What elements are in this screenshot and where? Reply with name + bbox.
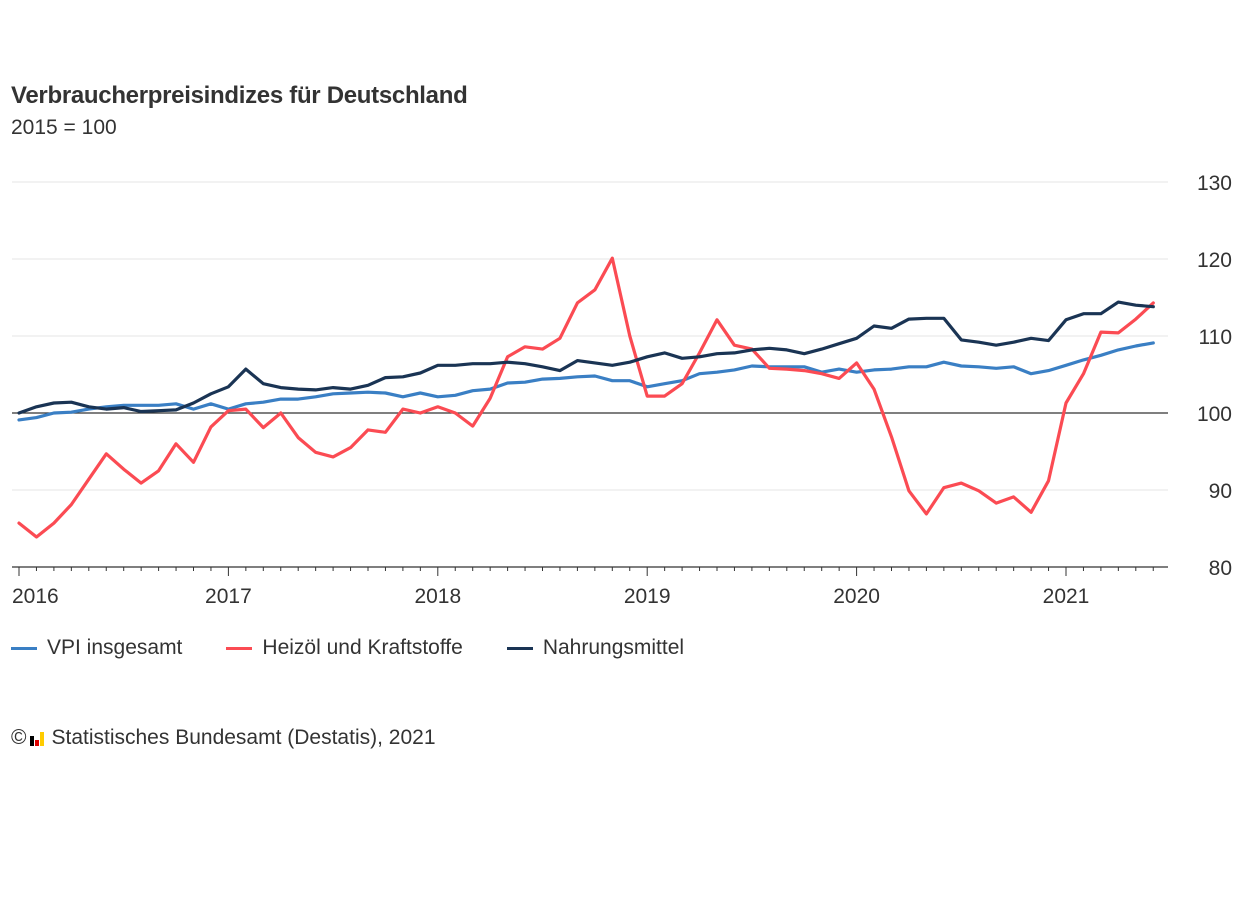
x-tick-label: 2017 <box>205 585 252 608</box>
source-footer: © Statistisches Bundesamt (Destatis), 20… <box>11 726 436 750</box>
legend-item-nahrungsmittel[interactable]: Nahrungsmittel <box>506 636 685 660</box>
series-line-vpi <box>17 341 1155 422</box>
chart-title: Verbraucherpreisindizes für Deutschland <box>11 82 468 109</box>
legend-label: VPI insgesamt <box>47 636 183 659</box>
legend: VPI insgesamt Heizöl und Kraftstoffe Nah… <box>11 636 728 660</box>
legend-item-heizoel[interactable]: Heizöl und Kraftstoffe <box>226 636 463 660</box>
y-tick-label: 80 <box>1209 557 1232 580</box>
legend-label: Heizöl und Kraftstoffe <box>262 636 463 659</box>
series-line-nahrungsmittel <box>17 300 1155 415</box>
x-tick-label: 2019 <box>624 585 671 608</box>
x-tick-label: 2018 <box>414 585 461 608</box>
legend-swatch <box>226 646 253 650</box>
y-tick-label: 100 <box>1197 403 1232 426</box>
legend-swatch <box>11 646 37 650</box>
y-tick-label: 130 <box>1197 172 1232 195</box>
copyright-symbol: © <box>11 726 27 749</box>
x-tick-label: 2020 <box>833 585 880 608</box>
x-tick-label: 2021 <box>1043 585 1090 608</box>
chart-subtitle: 2015 = 100 <box>11 116 117 139</box>
destatis-logo-icon <box>30 730 45 746</box>
y-tick-label: 90 <box>1209 480 1232 503</box>
y-tick-label: 120 <box>1197 249 1232 272</box>
series-line-heizoel <box>17 256 1155 539</box>
y-tick-label: 110 <box>1199 326 1232 349</box>
legend-label: Nahrungsmittel <box>542 636 685 659</box>
legend-swatch <box>506 646 533 650</box>
x-tick-label: 2016 <box>12 585 59 608</box>
source-text: Statistisches Bundesamt (Destatis), 2021 <box>51 726 436 749</box>
legend-item-vpi[interactable]: VPI insgesamt <box>11 636 182 660</box>
